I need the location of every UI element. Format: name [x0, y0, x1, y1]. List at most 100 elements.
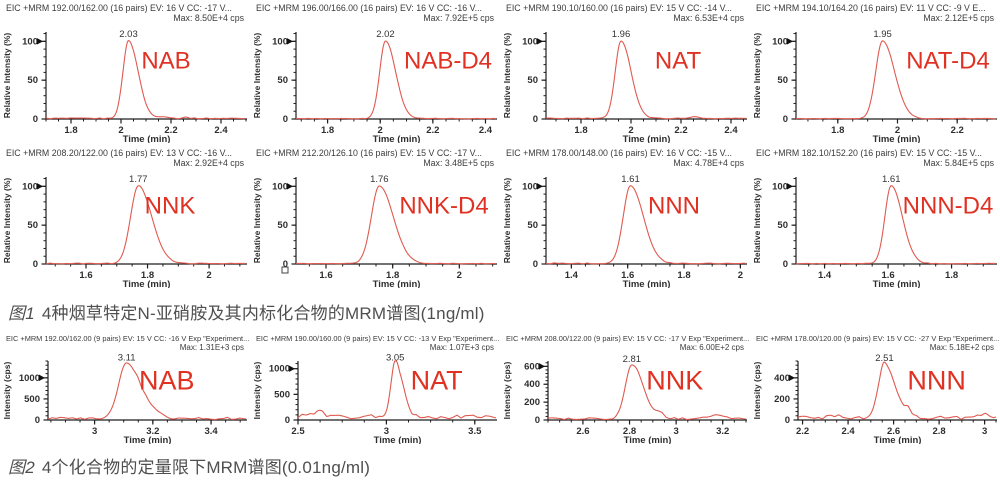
panel-header: EIC +MRM 178.00/120.00 (9 pairs) EV: 15 … — [756, 334, 1000, 343]
chromatogram-plot: 3 3.2 3.4 Time (min) 0 500 1000 Intensity (cps)… — [2, 352, 247, 444]
x-axis-title: Time (min) — [623, 279, 671, 288]
x-tick-label: 2 — [895, 125, 900, 136]
mrm-panel-nnn-d4: EIC +MRM 182.10/152.20 (16 pairs) EV: 15… — [750, 145, 1000, 290]
y-tick-label: 50 — [527, 220, 538, 231]
x-tick-label: 2 — [118, 125, 123, 136]
chromatogram-plot: 1.4 1.6 1.8 2 Time (min) 0 50 100 Relative Inten… — [502, 174, 747, 288]
x-tick-label: 2 — [628, 125, 633, 136]
axis-marker-arrow-icon — [537, 183, 543, 190]
peak-retention-time-label: 1.76 — [370, 174, 389, 185]
peak-retention-time-label: 1.61 — [621, 174, 640, 185]
mrm-panel-nnk-loq: EIC +MRM 208.00/122.00 (9 pairs) EV: 15 … — [500, 331, 750, 444]
peak-retention-time-label: 1.95 — [873, 29, 892, 40]
panel-max-label: Max: 1.31E+3 cps — [179, 343, 244, 352]
panel-max-label: Max: 5.18E+2 cps — [929, 343, 994, 352]
chromatogram-plot: 2.2 2.4 2.6 2.8 3 Time (min) 0 200 400 Intensity … — [752, 353, 997, 444]
y-tick-label: 100 — [772, 36, 788, 47]
x-tick-label: 1.6 — [319, 270, 332, 281]
y-tick-label: 50 — [27, 220, 38, 231]
peak-retention-time-label: 3.11 — [118, 352, 136, 363]
chromatogram-trace — [297, 360, 497, 420]
origin-square-marker — [281, 266, 289, 274]
y-axis-title: Relative Intensity (%) — [2, 33, 12, 119]
x-tick-label: 1.8 — [945, 270, 958, 281]
axis-marker-arrow-icon — [537, 38, 543, 45]
compound-label: NNN-D4 — [903, 193, 994, 220]
x-tick-label: 2.4 — [479, 125, 493, 136]
x-tick-label: 2 — [738, 270, 743, 281]
x-tick-label: 1.8 — [386, 270, 399, 281]
peak-retention-time-label: 2.02 — [376, 29, 395, 40]
mrm-panel-nat-d4: EIC +MRM 194.10/164.20 (16 pairs) EV: 11… — [750, 0, 1000, 145]
y-tick-label: 0 — [533, 259, 538, 270]
axis-marker-arrow-icon — [787, 38, 793, 45]
panel-max-label: Max: 5.84E+5 cps — [923, 158, 994, 168]
x-tick-label: 1.6 — [79, 270, 92, 281]
x-axis-title: Time (min) — [373, 134, 421, 143]
mrm-panel-nnn-loq: EIC +MRM 178.00/120.00 (9 pairs) EV: 15 … — [750, 331, 1000, 444]
compound-label: NAB-D4 — [404, 48, 492, 75]
chromatogram-plot: 1.8 2 2.2 2.4 Time (min) 0 50 100 Relative Inten… — [252, 29, 497, 143]
peak-retention-time-label: 3.05 — [386, 353, 405, 364]
y-tick-label: 400 — [774, 373, 790, 384]
axis-marker-arrow-icon — [37, 38, 43, 45]
panel-max-label: Max: 7.92E+5 cps — [423, 13, 494, 23]
y-axis-title: Intensity (cps) — [2, 362, 12, 420]
figure2-caption: 图2 4个化合物的定量限下MRM谱图(0.01ng/ml) — [0, 444, 1000, 485]
x-tick-label: 3.5 — [468, 426, 482, 437]
y-tick-label: 0 — [285, 415, 290, 426]
y-tick-label: 1000 — [19, 373, 40, 384]
mrm-panel-nnn: EIC +MRM 178.00/148.00 (16 pairs) EV: 16… — [500, 145, 750, 290]
chromatogram-trace — [547, 364, 747, 421]
y-tick-label: 50 — [777, 75, 788, 86]
y-tick-label: 0 — [533, 114, 538, 125]
chromatogram-plot: 1.8 2 2.2 2.4 Time (min) 0 50 100 Relative Inten… — [2, 29, 247, 143]
figure2-panel-grid: EIC +MRM 192.00/162.00 (9 pairs) EV: 15 … — [0, 331, 1000, 444]
panel-max-label: Max: 2.12E+5 cps — [923, 13, 994, 23]
x-axis-title: Time (min) — [623, 134, 671, 143]
compound-label: NAT-D4 — [906, 48, 990, 75]
figure1-caption-text: 4种烟草特定N-亚硝胺及其内标化合物的MRM谱图(1ng/ml) — [41, 304, 485, 323]
y-tick-label: 400 — [524, 379, 540, 390]
x-tick-label: 2.2 — [426, 125, 439, 136]
y-axis-title: Relative Intensity (%) — [252, 178, 262, 264]
chromatogram-plot: 2.6 2.8 3 3.2 Time (min) 0 200 400 600 Intensity … — [502, 354, 747, 444]
axis-marker-arrow-icon — [287, 38, 293, 45]
x-tick-label: 2 — [378, 125, 383, 136]
x-tick-label: 2.4 — [841, 426, 855, 437]
mrm-panel-nnk-d4: EIC +MRM 212.20/126.10 (16 pairs) EV: 15… — [250, 145, 500, 290]
chromatogram-plot: 1.8 2 2.2 2.4 Time (min) 0 50 100 Relative Inten… — [502, 29, 747, 143]
x-axis-title: Time (min) — [123, 134, 171, 143]
panel-max-label: Max: 3.48E+5 cps — [423, 158, 494, 168]
panel-header: EIC +MRM 182.10/152.20 (16 pairs) EV: 15… — [756, 148, 982, 158]
panel-max-label: Max: 6.53E+4 cps — [673, 13, 744, 23]
x-tick-label: 2.2 — [674, 125, 687, 136]
panel-max-label: Max: 8.50E+4 cps — [173, 13, 244, 23]
x-axis-title: Time (min) — [873, 279, 921, 288]
mrm-panel-nat: EIC +MRM 190.10/160.00 (16 pairs) EV: 15… — [500, 0, 750, 145]
panel-max-label: Max: 2.92E+4 cps — [173, 158, 244, 168]
y-axis-title: Intensity (cps) — [752, 362, 762, 420]
peak-retention-time-label: 1.96 — [612, 29, 631, 40]
compound-label: NNK — [646, 365, 703, 395]
axis-marker-arrow-icon — [39, 374, 45, 382]
x-tick-label: 2.2 — [796, 426, 809, 437]
y-axis-title: Relative Intensity (%) — [752, 178, 762, 264]
x-tick-label: 1.8 — [677, 270, 690, 281]
y-tick-label: 100 — [22, 36, 38, 47]
y-tick-label: 500 — [24, 394, 40, 405]
y-tick-label: 200 — [774, 394, 790, 405]
x-tick-label: 1.8 — [321, 125, 334, 136]
mrm-panel-nat-loq: EIC +MRM 190.00/160.00 (9 pairs) EV: 15 … — [250, 331, 500, 444]
panel-header: EIC +MRM 192.00/162.00 (9 pairs) EV: 15 … — [6, 334, 250, 343]
chromatogram-trace — [45, 185, 246, 265]
chromatogram-trace — [795, 40, 996, 120]
y-tick-label: 0 — [783, 259, 788, 270]
y-tick-label: 200 — [524, 397, 540, 408]
x-tick-label: 3.2 — [146, 426, 159, 437]
chromatogram-plot: 2.5 3 3.5 Time (min) 0 500 1000 Intensity (cps)… — [252, 353, 497, 444]
y-tick-label: 500 — [274, 389, 290, 400]
y-axis-title: Relative Intensity (%) — [252, 33, 262, 119]
axis-marker-arrow-icon — [289, 365, 295, 372]
